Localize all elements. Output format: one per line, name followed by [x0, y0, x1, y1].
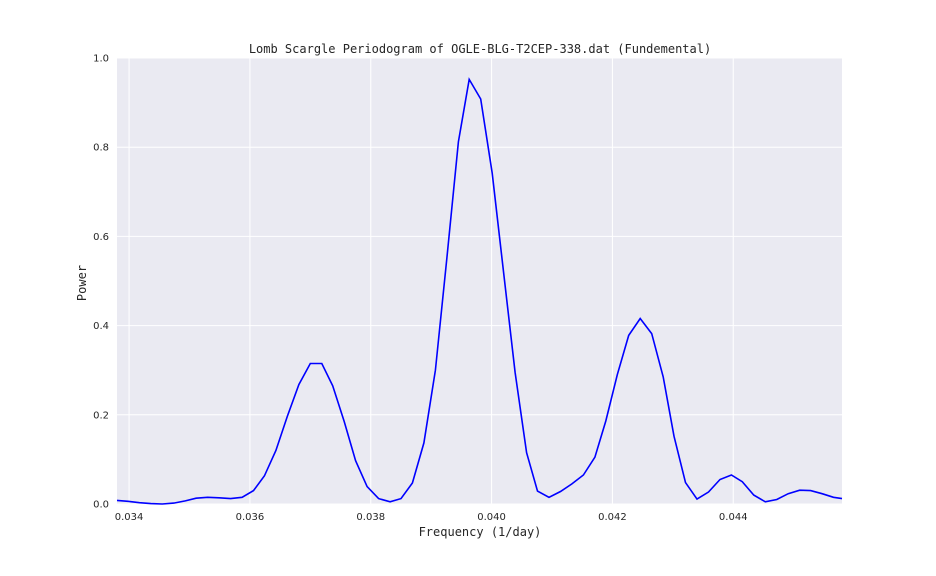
grid-lines: [117, 57, 842, 505]
x-tick-label: 0.042: [598, 512, 627, 523]
x-tick-label: 0.044: [719, 512, 748, 523]
chart-title: Lomb Scargle Periodogram of OGLE-BLG-T2C…: [249, 42, 711, 56]
y-tick-label: 0.8: [93, 143, 109, 154]
y-tick-label: 0.4: [93, 321, 109, 332]
y-axis-label: Power: [75, 265, 89, 301]
plot-area: [117, 58, 842, 504]
power-series-line: [116, 77, 843, 505]
y-tick-label: 0.2: [93, 410, 109, 421]
x-tick-label: 0.038: [356, 512, 385, 523]
x-tick-label: 0.036: [236, 512, 265, 523]
x-axis-ticks: 0.034 0.036 0.038 0.040 0.042 0.044: [115, 512, 748, 523]
x-axis-label: Frequency (1/day): [419, 525, 542, 539]
y-tick-label: 0.0: [93, 500, 109, 511]
x-tick-label: 0.034: [115, 512, 144, 523]
y-axis-ticks: 0.0 0.2 0.4 0.6 0.8 1.0: [93, 54, 109, 511]
y-tick-label: 0.6: [93, 232, 109, 243]
y-tick-label: 1.0: [93, 54, 109, 65]
x-tick-label: 0.040: [477, 512, 506, 523]
